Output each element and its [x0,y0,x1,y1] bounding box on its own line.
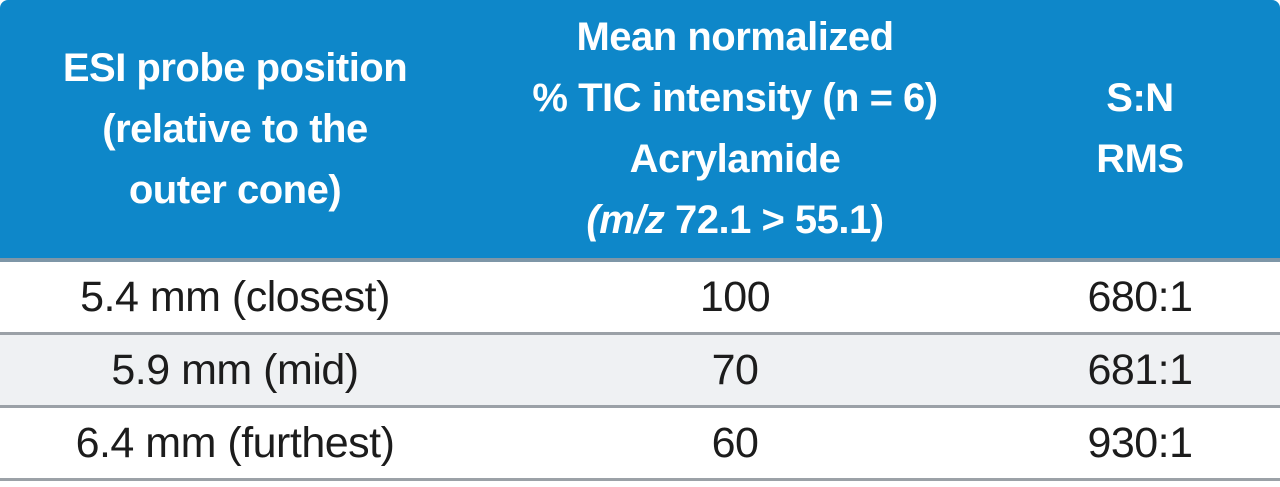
cell-tic-intensity: 100 [699,272,771,321]
cell-sn-rms: 680:1 [1087,272,1193,321]
cell-tic-intensity: 60 [711,418,759,467]
header-line: outer cone) [128,167,342,212]
header-line: Mean normalized [576,15,894,59]
mz-rest-text: 72.1 > 55.1) [664,198,884,242]
header-line-mz: (m/z 72.1 > 55.1) [586,190,884,251]
header-line: S:N [1106,76,1174,120]
header-cell-tic-intensity: Mean normalized % TIC intensity (n = 6) … [470,0,1000,258]
header-cell-sn-rms: S:N RMS [1000,0,1280,258]
cell-sn-rms: 681:1 [1087,345,1193,394]
table-row: 6.4 mm (furthest) 60 930:1 [0,408,1280,481]
cell-tic-intensity: 70 [711,345,759,394]
cell-probe-position: 6.4 mm (furthest) [75,418,395,467]
header-line: (relative to the [102,106,368,151]
table-row: 5.9 mm (mid) 70 681:1 [0,335,1280,408]
table-row: 5.4 mm (closest) 100 680:1 [0,262,1280,335]
cell-probe-position: 5.9 mm (mid) [111,345,359,394]
cell-probe-position: 5.4 mm (closest) [80,272,390,321]
header-line: % TIC intensity (n = 6) [532,76,938,120]
header-line: ESI probe position [62,45,408,90]
table-header-row: ESI probe position (relative to the oute… [0,0,1280,262]
mz-italic-text: (m/z [586,198,665,242]
cell-sn-rms: 930:1 [1087,418,1193,467]
header-line: RMS [1096,137,1184,181]
header-line: Acrylamide [629,137,841,181]
header-cell-probe-position: ESI probe position (relative to the oute… [0,0,470,258]
